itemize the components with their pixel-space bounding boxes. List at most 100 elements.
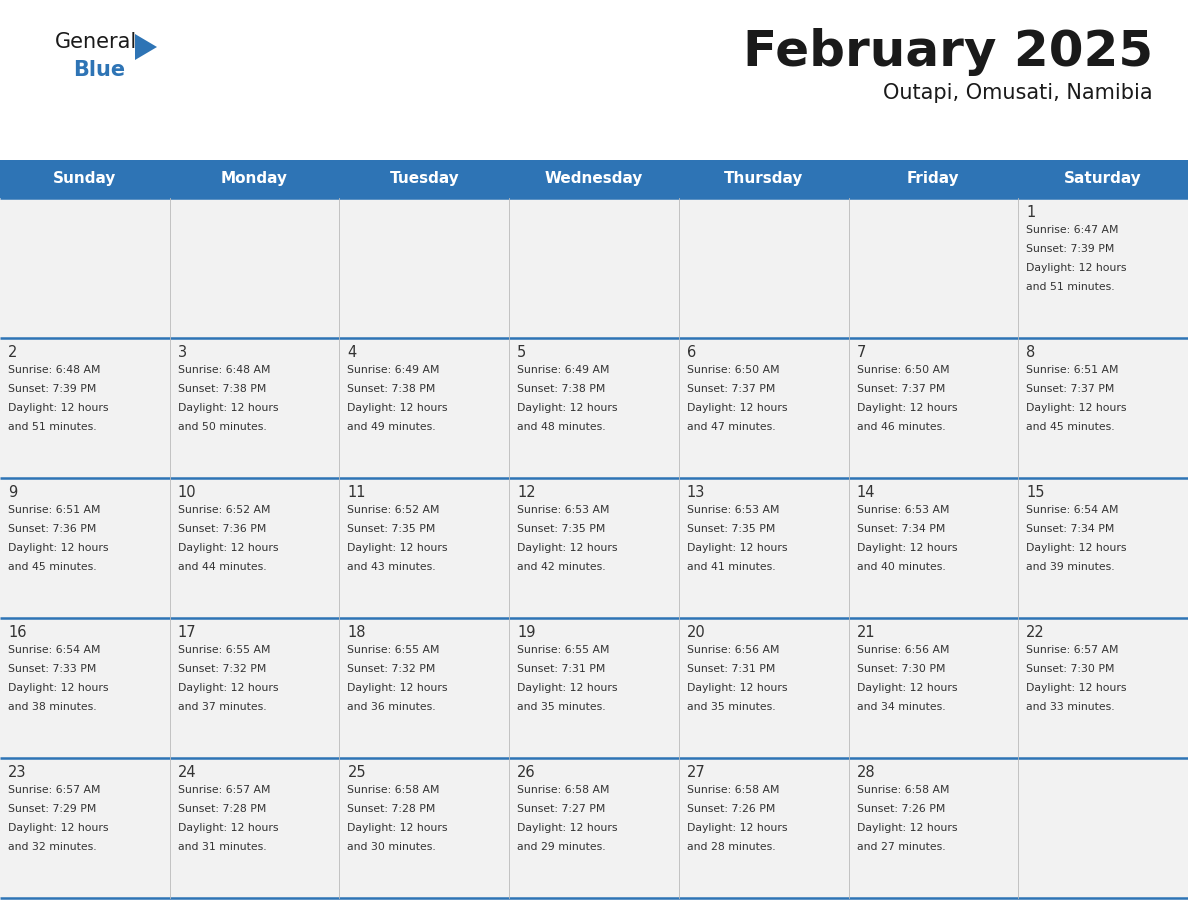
- Text: Saturday: Saturday: [1064, 172, 1142, 186]
- Text: Sunrise: 6:58 AM: Sunrise: 6:58 AM: [857, 785, 949, 795]
- Text: February 2025: February 2025: [742, 28, 1154, 76]
- Text: Daylight: 12 hours: Daylight: 12 hours: [347, 543, 448, 553]
- Text: 2: 2: [8, 345, 18, 360]
- Text: Daylight: 12 hours: Daylight: 12 hours: [687, 403, 788, 413]
- Text: 8: 8: [1026, 345, 1036, 360]
- Text: Sunset: 7:26 PM: Sunset: 7:26 PM: [857, 804, 944, 814]
- Text: 26: 26: [517, 765, 536, 780]
- Text: and 51 minutes.: and 51 minutes.: [8, 422, 96, 432]
- Text: Sunrise: 6:52 AM: Sunrise: 6:52 AM: [347, 505, 440, 515]
- Text: 23: 23: [8, 765, 26, 780]
- Text: Outapi, Omusati, Namibia: Outapi, Omusati, Namibia: [884, 83, 1154, 103]
- Text: and 30 minutes.: and 30 minutes.: [347, 842, 436, 852]
- Bar: [0, 478, 1188, 618]
- Text: 1: 1: [1026, 205, 1036, 220]
- Text: Sunrise: 6:48 AM: Sunrise: 6:48 AM: [178, 365, 270, 375]
- Text: Sunrise: 6:58 AM: Sunrise: 6:58 AM: [347, 785, 440, 795]
- Text: and 47 minutes.: and 47 minutes.: [687, 422, 776, 432]
- Text: Daylight: 12 hours: Daylight: 12 hours: [517, 543, 618, 553]
- Text: Daylight: 12 hours: Daylight: 12 hours: [178, 683, 278, 693]
- Text: 9: 9: [8, 485, 18, 500]
- Text: and 34 minutes.: and 34 minutes.: [857, 702, 946, 712]
- Text: 16: 16: [8, 625, 26, 640]
- Text: and 38 minutes.: and 38 minutes.: [8, 702, 96, 712]
- Text: Blue: Blue: [72, 60, 125, 80]
- Bar: [0, 160, 1188, 198]
- Text: Sunset: 7:27 PM: Sunset: 7:27 PM: [517, 804, 606, 814]
- Text: 25: 25: [347, 765, 366, 780]
- Text: Daylight: 12 hours: Daylight: 12 hours: [517, 823, 618, 833]
- Bar: [0, 618, 1188, 758]
- Text: and 31 minutes.: and 31 minutes.: [178, 842, 266, 852]
- Text: Sunset: 7:26 PM: Sunset: 7:26 PM: [687, 804, 776, 814]
- Text: Daylight: 12 hours: Daylight: 12 hours: [687, 683, 788, 693]
- Text: and 44 minutes.: and 44 minutes.: [178, 562, 266, 572]
- Text: 20: 20: [687, 625, 706, 640]
- Text: Daylight: 12 hours: Daylight: 12 hours: [857, 683, 958, 693]
- Text: and 49 minutes.: and 49 minutes.: [347, 422, 436, 432]
- Text: 12: 12: [517, 485, 536, 500]
- Text: Daylight: 12 hours: Daylight: 12 hours: [857, 403, 958, 413]
- Text: Sunrise: 6:54 AM: Sunrise: 6:54 AM: [1026, 505, 1119, 515]
- Text: Daylight: 12 hours: Daylight: 12 hours: [517, 683, 618, 693]
- Text: Daylight: 12 hours: Daylight: 12 hours: [857, 543, 958, 553]
- Text: Sunrise: 6:55 AM: Sunrise: 6:55 AM: [517, 645, 609, 655]
- Text: Daylight: 12 hours: Daylight: 12 hours: [347, 403, 448, 413]
- Text: and 50 minutes.: and 50 minutes.: [178, 422, 266, 432]
- Text: and 32 minutes.: and 32 minutes.: [8, 842, 96, 852]
- Text: 27: 27: [687, 765, 706, 780]
- Polygon shape: [135, 34, 157, 60]
- Text: and 43 minutes.: and 43 minutes.: [347, 562, 436, 572]
- Text: Sunset: 7:37 PM: Sunset: 7:37 PM: [687, 384, 776, 394]
- Text: 15: 15: [1026, 485, 1044, 500]
- Text: 14: 14: [857, 485, 876, 500]
- Text: Sunset: 7:37 PM: Sunset: 7:37 PM: [857, 384, 944, 394]
- Text: Sunrise: 6:57 AM: Sunrise: 6:57 AM: [1026, 645, 1119, 655]
- Text: Sunrise: 6:47 AM: Sunrise: 6:47 AM: [1026, 225, 1119, 235]
- Text: Sunset: 7:30 PM: Sunset: 7:30 PM: [1026, 664, 1114, 674]
- Text: Sunset: 7:32 PM: Sunset: 7:32 PM: [347, 664, 436, 674]
- Text: Monday: Monday: [221, 172, 287, 186]
- Text: and 36 minutes.: and 36 minutes.: [347, 702, 436, 712]
- Text: Daylight: 12 hours: Daylight: 12 hours: [178, 823, 278, 833]
- Text: Daylight: 12 hours: Daylight: 12 hours: [178, 543, 278, 553]
- Text: and 27 minutes.: and 27 minutes.: [857, 842, 946, 852]
- Text: Sunset: 7:35 PM: Sunset: 7:35 PM: [687, 524, 776, 534]
- Text: Sunrise: 6:55 AM: Sunrise: 6:55 AM: [347, 645, 440, 655]
- Text: 6: 6: [687, 345, 696, 360]
- Text: 22: 22: [1026, 625, 1045, 640]
- Text: Sunrise: 6:49 AM: Sunrise: 6:49 AM: [517, 365, 609, 375]
- Text: Sunrise: 6:53 AM: Sunrise: 6:53 AM: [687, 505, 779, 515]
- Text: Sunrise: 6:48 AM: Sunrise: 6:48 AM: [8, 365, 101, 375]
- Text: Sunset: 7:34 PM: Sunset: 7:34 PM: [857, 524, 944, 534]
- Text: Sunrise: 6:52 AM: Sunrise: 6:52 AM: [178, 505, 270, 515]
- Text: Sunset: 7:36 PM: Sunset: 7:36 PM: [8, 524, 96, 534]
- Text: Sunset: 7:38 PM: Sunset: 7:38 PM: [178, 384, 266, 394]
- Text: Daylight: 12 hours: Daylight: 12 hours: [687, 823, 788, 833]
- Text: and 33 minutes.: and 33 minutes.: [1026, 702, 1114, 712]
- Text: 11: 11: [347, 485, 366, 500]
- Text: and 35 minutes.: and 35 minutes.: [687, 702, 776, 712]
- Bar: [0, 338, 1188, 478]
- Text: and 51 minutes.: and 51 minutes.: [1026, 282, 1114, 292]
- Text: 19: 19: [517, 625, 536, 640]
- Text: and 48 minutes.: and 48 minutes.: [517, 422, 606, 432]
- Text: Sunset: 7:37 PM: Sunset: 7:37 PM: [1026, 384, 1114, 394]
- Text: Sunrise: 6:56 AM: Sunrise: 6:56 AM: [857, 645, 949, 655]
- Text: and 45 minutes.: and 45 minutes.: [8, 562, 96, 572]
- Text: Sunset: 7:31 PM: Sunset: 7:31 PM: [517, 664, 606, 674]
- Text: Daylight: 12 hours: Daylight: 12 hours: [1026, 263, 1126, 273]
- Text: General: General: [55, 32, 138, 52]
- Text: Sunset: 7:28 PM: Sunset: 7:28 PM: [347, 804, 436, 814]
- Text: 24: 24: [178, 765, 196, 780]
- Text: 10: 10: [178, 485, 196, 500]
- Text: Daylight: 12 hours: Daylight: 12 hours: [8, 403, 108, 413]
- Text: Daylight: 12 hours: Daylight: 12 hours: [687, 543, 788, 553]
- Text: Sunset: 7:33 PM: Sunset: 7:33 PM: [8, 664, 96, 674]
- Text: Daylight: 12 hours: Daylight: 12 hours: [8, 543, 108, 553]
- Text: Daylight: 12 hours: Daylight: 12 hours: [8, 683, 108, 693]
- Text: Sunset: 7:39 PM: Sunset: 7:39 PM: [8, 384, 96, 394]
- Text: Daylight: 12 hours: Daylight: 12 hours: [347, 683, 448, 693]
- Text: Sunrise: 6:56 AM: Sunrise: 6:56 AM: [687, 645, 779, 655]
- Text: Sunrise: 6:54 AM: Sunrise: 6:54 AM: [8, 645, 101, 655]
